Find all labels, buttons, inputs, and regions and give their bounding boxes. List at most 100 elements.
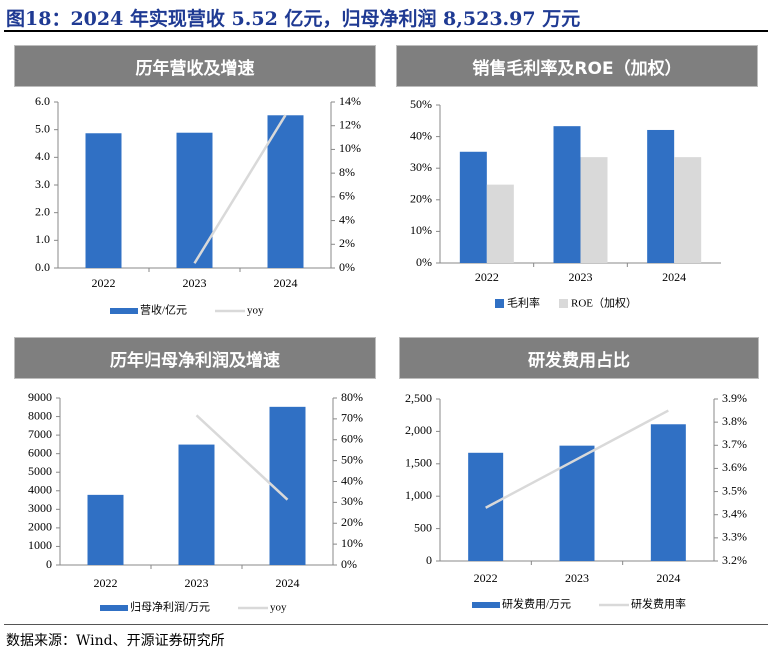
bar-primary: [87, 494, 124, 565]
y-right-tick-label: 3.9%: [722, 391, 747, 405]
y-left-tick-label: 10%: [410, 223, 432, 237]
chart-revenue: 0.0 1.0 2.0 3.0 4.0 5.0 6.0 0% 2% 4% 6% 8% 10% 12% 14%…: [35, 94, 361, 317]
figure-title: 图18：2024 年实现营收 5.52 亿元，归母净利润 8,523.97 万元: [6, 8, 581, 30]
x-tick-label: 2023: [183, 276, 207, 290]
y-left-tick-label: 0%: [416, 255, 432, 269]
y-left-tick-label: 6000: [28, 445, 52, 459]
y-left-tick-label: 2.0: [35, 204, 50, 218]
y-left-tick-label: 50%: [410, 97, 432, 111]
series-line: [485, 409, 669, 509]
legend-swatch: [100, 605, 128, 611]
y-left-tick-label: 20%: [410, 192, 432, 206]
chart-header-revenue: 历年营收及增速: [14, 45, 376, 87]
x-tick-label: 2022: [92, 276, 116, 290]
y-left-tick-label: 5.0: [35, 121, 50, 135]
legend-swatch: [495, 299, 504, 308]
chart-header-rnd: 研发费用占比: [399, 337, 759, 379]
legend-label: ROE（加权）: [571, 297, 637, 310]
y-left-tick-label: 0: [426, 553, 432, 567]
y-right-tick-label: 3.3%: [722, 530, 747, 544]
x-tick-label: 2022: [474, 571, 498, 585]
y-right-tick-label: 3.5%: [722, 483, 747, 497]
chart-header-netprofit: 历年归母净利润及增速: [14, 337, 376, 379]
y-right-tick-label: 3.7%: [722, 437, 747, 451]
legend-swatch: [472, 602, 500, 608]
y-left-tick-label: 1.0: [35, 232, 50, 246]
x-tick-label: 2022: [94, 576, 118, 590]
x-tick-label: 2024: [662, 270, 686, 284]
bar-secondary: [580, 157, 608, 263]
bar-primary: [553, 126, 581, 263]
legend-swatch: [110, 308, 138, 314]
chart-title-margin: 销售毛利率及ROE（加权）: [472, 58, 682, 79]
legend-label: 研发费用/万元: [502, 597, 571, 611]
bar-primary: [176, 132, 213, 268]
y-left-tick-label: 30%: [410, 160, 432, 174]
y-left-tick-label: 40%: [410, 128, 432, 142]
y-right-tick-label: 3.4%: [722, 506, 747, 520]
chart-title-netprofit: 历年归母净利润及增速: [110, 350, 280, 371]
y-left-tick-label: 1,000: [405, 488, 432, 502]
y-left-tick-label: 8000: [28, 408, 52, 422]
bar-secondary: [486, 184, 514, 263]
y-right-tick-label: 10%: [341, 536, 363, 550]
y-left-tick-label: 2,500: [405, 391, 432, 405]
chart-title-revenue: 历年营收及增速: [135, 58, 255, 79]
series-line: [195, 414, 289, 501]
y-left-tick-label: 6.0: [35, 94, 50, 108]
y-left-tick-label: 4000: [28, 483, 52, 497]
chart-rnd-ratio: 0 500 1,000 1,500 2,000 2,500 3.2% 3.3% 3.4% 3.5%…: [405, 391, 747, 611]
y-right-tick-label: 3.6%: [722, 460, 747, 474]
legend-label: yoy: [247, 305, 264, 317]
y-left-tick-label: 0.0: [35, 260, 50, 274]
y-right-tick-label: 0%: [339, 260, 355, 274]
y-left-tick-label: 500: [414, 520, 432, 534]
legend-label: 毛利率: [507, 296, 540, 310]
y-right-tick-label: 8%: [339, 165, 355, 179]
legend-label: 营收/亿元: [140, 303, 187, 317]
y-right-tick-label: 0%: [341, 557, 357, 571]
bar-primary: [650, 424, 686, 561]
legend-label: 研发费用率: [631, 597, 686, 611]
y-right-tick-label: 30%: [341, 494, 363, 508]
y-left-tick-label: 1000: [28, 538, 52, 552]
x-tick-label: 2022: [475, 270, 499, 284]
x-tick-label: 2024: [656, 571, 680, 585]
y-right-tick-label: 6%: [339, 189, 355, 203]
bar-primary: [459, 151, 487, 263]
x-tick-label: 2023: [185, 576, 209, 590]
y-right-tick-label: 80%: [341, 390, 363, 404]
bar-primary: [267, 115, 304, 268]
bar-primary: [178, 444, 215, 565]
y-right-tick-label: 2%: [339, 236, 355, 250]
y-left-tick-label: 1,500: [405, 456, 432, 470]
series-line: [193, 114, 287, 264]
y-right-tick-label: 60%: [341, 432, 363, 446]
bar-secondary: [674, 157, 702, 263]
data-source: 数据来源：Wind、开源证券研究所: [6, 633, 225, 649]
legend-label: 归母净利润/万元: [130, 600, 210, 614]
y-right-tick-label: 3.2%: [722, 553, 747, 567]
y-left-tick-label: 3.0: [35, 177, 50, 191]
y-left-tick-label: 7000: [28, 427, 52, 441]
y-right-tick-label: 10%: [339, 141, 361, 155]
chart-header-margin: 销售毛利率及ROE（加权）: [396, 45, 758, 87]
y-left-tick-label: 0: [46, 557, 52, 571]
y-left-tick-label: 2,000: [405, 423, 432, 437]
legend-swatch: [559, 299, 568, 308]
bottom-rule: [4, 624, 768, 625]
x-tick-label: 2023: [565, 571, 589, 585]
y-right-tick-label: 20%: [341, 515, 363, 529]
y-right-tick-label: 50%: [341, 452, 363, 466]
x-tick-label: 2024: [276, 576, 300, 590]
top-rule: [4, 30, 768, 32]
y-right-tick-label: 14%: [339, 94, 361, 108]
y-left-tick-label: 5000: [28, 464, 52, 478]
bar-primary: [559, 445, 595, 561]
y-right-tick-label: 12%: [339, 117, 361, 131]
chart-margin-roe: 0% 10% 20% 30% 40% 50% 2022 2023 2024 毛利率 ROE（加权）: [410, 97, 721, 310]
y-left-tick-label: 2000: [28, 520, 52, 534]
y-left-tick-label: 3000: [28, 501, 52, 515]
y-left-tick-label: 4.0: [35, 149, 50, 163]
chart-title-rnd: 研发费用占比: [528, 350, 630, 371]
